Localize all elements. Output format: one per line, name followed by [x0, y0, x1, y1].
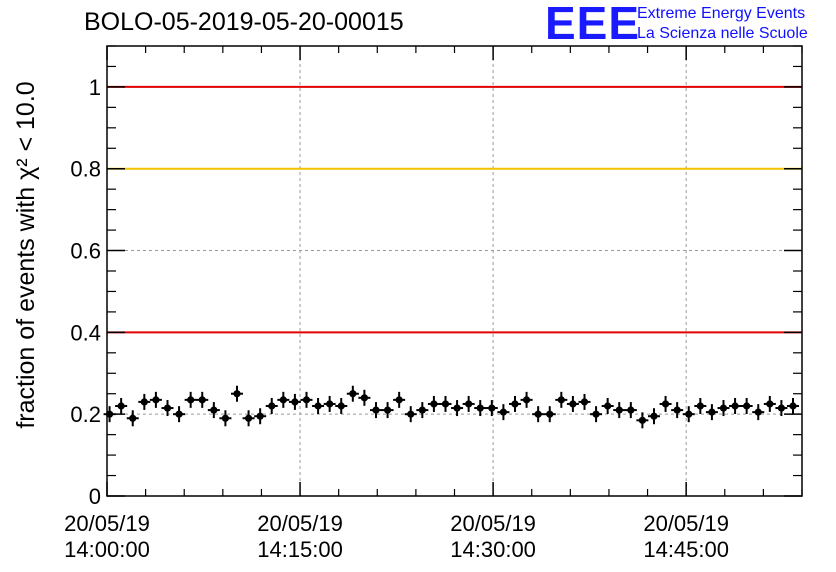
y-axis-title: fraction of events with χ² < 10.0: [12, 81, 40, 428]
data-point: [775, 400, 788, 417]
data-point: [416, 402, 429, 419]
data-point: [740, 398, 753, 414]
eee-logo: EEE Extreme Energy Events La Scienza nel…: [545, 0, 835, 49]
data-point: [149, 391, 162, 408]
data-point: [404, 406, 417, 423]
y-tick-label: 0.4: [70, 320, 101, 345]
data-point: [173, 406, 186, 423]
data-point: [358, 389, 371, 406]
data-point: [555, 391, 568, 408]
data-point: [705, 404, 718, 421]
data-points: [103, 385, 799, 429]
x-tick-date-label: 20/05/19: [450, 511, 536, 536]
data-point: [184, 391, 197, 408]
data-point: [659, 395, 672, 412]
y-tick-label: 0.2: [70, 402, 101, 427]
data-point: [230, 385, 243, 402]
x-tick-time-label: 14:15:00: [257, 537, 343, 562]
data-point: [694, 398, 707, 414]
data-point: [323, 395, 336, 412]
data-point: [115, 398, 128, 414]
data-point: [613, 402, 626, 419]
reference-lines: [107, 85, 802, 334]
data-point: [462, 395, 475, 412]
data-point: [393, 391, 406, 408]
data-point: [300, 391, 313, 408]
chart-title: BOLO-05-2019-05-20-00015: [84, 8, 404, 36]
x-tick-time-label: 14:00:00: [64, 537, 150, 562]
data-point: [219, 410, 232, 427]
data-point: [196, 391, 209, 408]
data-point: [254, 408, 267, 425]
data-point: [242, 410, 255, 427]
data-point: [763, 395, 776, 412]
data-point: [636, 412, 649, 429]
data-point: [369, 402, 382, 419]
data-point: [566, 395, 579, 412]
data-point: [439, 395, 452, 412]
data-point: [335, 398, 348, 414]
data-point: [451, 400, 464, 417]
data-point: [207, 402, 220, 419]
data-point: [265, 398, 278, 414]
data-point: [427, 395, 440, 412]
data-point: [717, 400, 730, 417]
data-point: [312, 398, 325, 414]
data-point: [590, 406, 603, 423]
y-axis-ticks: 0 0.2 0.4 0.6 0.8 1: [70, 45, 802, 509]
y-tick-label: 0.6: [70, 239, 101, 264]
data-point: [671, 402, 684, 419]
data-point: [103, 406, 116, 423]
y-tick-label: 1: [89, 75, 101, 100]
data-point: [682, 406, 695, 423]
data-point: [126, 410, 139, 427]
x-axis-ticks: 20/05/1914:00:0020/05/1914:15:0020/05/19…: [64, 46, 803, 562]
data-point: [474, 400, 487, 417]
grid-lines: [107, 46, 802, 496]
data-point: [161, 400, 174, 417]
data-point: [520, 391, 533, 408]
data-point: [288, 393, 301, 410]
data-point: [543, 406, 556, 423]
x-tick-date-label: 20/05/19: [64, 511, 150, 536]
data-point: [647, 408, 660, 425]
x-tick-time-label: 14:30:00: [450, 537, 536, 562]
y-tick-label: 0: [89, 484, 101, 509]
x-tick-time-label: 14:45:00: [643, 537, 729, 562]
data-point: [729, 398, 742, 414]
x-tick-date-label: 20/05/19: [643, 511, 729, 536]
data-point: [485, 400, 498, 417]
data-point: [381, 402, 394, 419]
data-point: [138, 393, 151, 410]
plot-frame: [106, 45, 803, 497]
x-tick-date-label: 20/05/19: [257, 511, 343, 536]
y-tick-label: 0.8: [70, 157, 101, 182]
data-point: [786, 398, 799, 414]
data-point: [532, 406, 545, 423]
data-point: [578, 393, 591, 410]
data-point: [346, 385, 359, 402]
data-point: [497, 404, 510, 421]
eee-logo-text-line1: Extreme Energy Events: [637, 5, 806, 22]
data-point: [752, 404, 765, 421]
data-point: [624, 402, 637, 419]
eee-logo-text-line2: La Scienza nelle Scuole: [637, 25, 808, 42]
data-point: [277, 391, 290, 408]
data-point: [508, 395, 521, 412]
data-point: [601, 398, 614, 414]
eee-logo-mark: EEE: [545, 0, 641, 49]
